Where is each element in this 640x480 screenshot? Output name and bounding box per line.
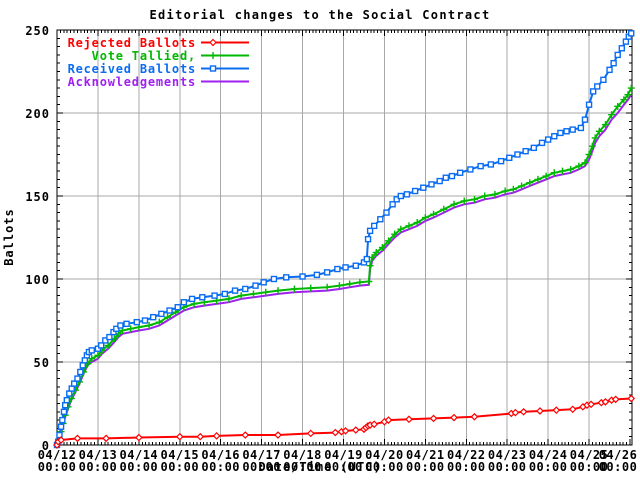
- legend-item-vote-tallied: Vote Tallied,: [60, 48, 251, 63]
- series-acknowledgements: [56, 94, 633, 446]
- x-tick-label: 04/19 00:00: [324, 448, 363, 474]
- legend-label: Rejected Ballots: [67, 35, 196, 50]
- x-tick-label: 04/24 00:00: [528, 448, 568, 474]
- y-tick-label: 200: [25, 107, 50, 121]
- y-tick-label: 50: [33, 356, 50, 370]
- x-tick-label: 04/15 00:00: [160, 448, 200, 474]
- x-tick-label: 04/17 00:00: [242, 448, 281, 474]
- legend-sample-line: [201, 80, 249, 83]
- y-tick-label: 0: [41, 439, 50, 453]
- x-tick-label: 04/26 00:00: [598, 448, 638, 474]
- legend-label: Vote Tallied,: [91, 48, 196, 63]
- x-tick-label: 04/16 00:00: [201, 448, 241, 474]
- x-tick-label: 04/20 00:00: [365, 448, 404, 474]
- x-tick-label: 04/12 00:00: [37, 448, 77, 474]
- legend-item-received-ballots: Received Ballots: [60, 61, 251, 76]
- legend-label: Acknowledgements: [67, 74, 196, 89]
- y-tick-label: 150: [25, 190, 50, 204]
- x-tick-label: 04/13 00:00: [78, 448, 118, 474]
- legend-item-rejected-ballots: Rejected Ballots: [60, 35, 251, 50]
- legend-item-acknowledgements: Acknowledgements: [60, 74, 251, 89]
- series-rejected-ballots: [53, 394, 636, 449]
- axes-ticks: [56, 29, 633, 446]
- y-tick-label: 250: [25, 24, 50, 38]
- legend-sample-line: [201, 52, 249, 59]
- x-tick-label: 04/14 00:00: [119, 448, 159, 474]
- x-tick-label: 04/25 00:00: [569, 448, 609, 474]
- series-received-ballots: [53, 30, 635, 449]
- gridlines: [57, 30, 632, 445]
- legend-label: Received Ballots: [67, 61, 196, 76]
- x-tick-label: 04/23 00:00: [487, 448, 527, 474]
- chart-title: Editorial changes to the Social Contract: [149, 8, 491, 22]
- x-tick-label: 04/22 00:00: [446, 448, 486, 474]
- x-tick-label: 04/21 00:00: [406, 448, 445, 474]
- x-axis-label: Date/Time (UTC): [258, 460, 382, 474]
- legend: Rejected Ballots Vote Tallied, Received Ba…: [60, 35, 251, 89]
- x-tick-label: 04/18 00:00: [283, 448, 322, 474]
- legend-sample-line: [201, 38, 249, 47]
- series-vote-tallied: [53, 84, 635, 449]
- legend-sample-line: [201, 65, 249, 72]
- y-tick-label: 100: [25, 273, 50, 287]
